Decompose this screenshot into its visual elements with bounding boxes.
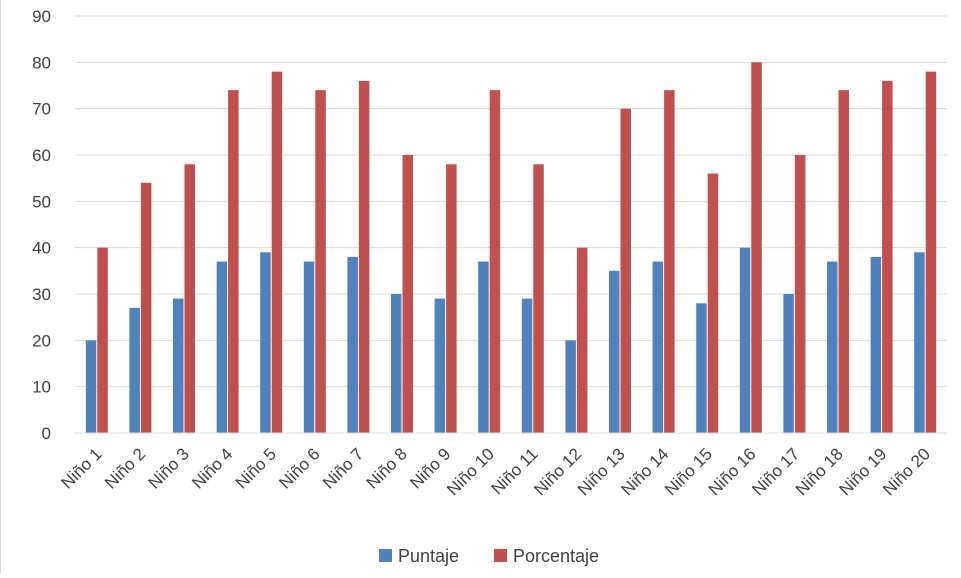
bar-puntaje-14: [652, 261, 664, 433]
bar-porcentaje-7: [358, 80, 370, 433]
x-tick-label: Niño 5: [232, 444, 280, 492]
x-tick-label: Niño 10: [443, 444, 498, 499]
x-tick-label: Niño 12: [530, 444, 585, 499]
bar-puntaje-12: [565, 340, 576, 433]
bar-porcentaje-12: [576, 247, 588, 433]
x-tick-label: Niño 2: [101, 444, 149, 492]
x-tick-label: Niño 4: [188, 444, 236, 492]
bar-puntaje-6: [303, 261, 315, 433]
y-tick-label: 90: [32, 7, 51, 26]
x-tick-label: Niño 17: [748, 444, 803, 499]
bar-puntaje-2: [129, 307, 140, 433]
legend-swatch-puntaje: [379, 549, 392, 562]
bar-porcentaje-14: [664, 90, 675, 433]
y-tick-label: 80: [32, 53, 51, 72]
x-tick-label: Niño 7: [319, 444, 367, 492]
x-tick-label: Niño 15: [661, 444, 716, 499]
gridlines: [75, 15, 947, 388]
bar-porcentaje-8: [402, 155, 413, 433]
y-tick-label: 60: [32, 146, 51, 165]
bar-puntaje-18: [827, 261, 838, 433]
y-tick-label: 20: [32, 331, 51, 350]
legend-label-porcentaje: Porcentaje: [513, 546, 599, 566]
y-tick-label: 40: [32, 239, 51, 258]
bar-porcentaje-16: [751, 62, 762, 433]
bar-porcentaje-10: [489, 90, 501, 433]
bar-porcentaje-19: [882, 80, 893, 433]
bar-puntaje-16: [739, 247, 751, 433]
y-tick-label: 30: [32, 285, 51, 304]
bar-porcentaje-15: [707, 173, 719, 434]
y-tick-label: 70: [32, 100, 51, 119]
legend-swatch-porcentaje: [494, 549, 507, 562]
bars: [85, 62, 937, 434]
bar-porcentaje-4: [228, 90, 239, 433]
y-tick-label: 0: [42, 424, 51, 443]
bar-porcentaje-13: [620, 108, 631, 434]
bar-puntaje-17: [783, 294, 794, 433]
x-tick-label: Niño 1: [57, 444, 105, 492]
bar-puntaje-7: [347, 256, 358, 433]
x-tick-label: Niño 3: [145, 444, 193, 492]
x-tick-label: Niño 19: [836, 444, 891, 499]
bar-puntaje-8: [391, 294, 402, 433]
bar-porcentaje-20: [925, 71, 937, 433]
bar-puntaje-9: [434, 298, 446, 433]
bar-puntaje-10: [478, 261, 489, 433]
bar-puntaje-19: [870, 256, 882, 433]
legend: Puntaje Porcentaje: [379, 546, 599, 566]
x-tick-label: Niño 18: [792, 444, 847, 499]
bar-puntaje-20: [914, 252, 925, 433]
bar-porcentaje-11: [533, 164, 544, 433]
x-tick-label: Niño 6: [275, 444, 323, 492]
bar-porcentaje-9: [446, 164, 457, 433]
bar-puntaje-11: [521, 298, 533, 433]
x-tick-label: Niño 13: [574, 444, 629, 499]
bar-puntaje-13: [609, 270, 620, 433]
legend-label-puntaje: Puntaje: [398, 546, 459, 566]
bar-puntaje-4: [216, 261, 228, 433]
x-tick-label: Niño 8: [363, 444, 411, 492]
x-tick-label: Niño 16: [705, 444, 760, 499]
bar-puntaje-5: [260, 252, 271, 433]
bar-puntaje-1: [85, 340, 97, 433]
x-tick-label: Niño 14: [618, 444, 673, 499]
bar-porcentaje-3: [184, 164, 195, 433]
bar-porcentaje-17: [794, 155, 806, 433]
bar-porcentaje-2: [140, 182, 152, 433]
bar-puntaje-15: [696, 303, 707, 433]
y-tick-label: 10: [32, 378, 51, 397]
bar-puntaje-3: [173, 298, 184, 433]
bar-porcentaje-6: [315, 90, 326, 433]
bar-porcentaje-18: [838, 90, 849, 433]
y-tick-label: 50: [32, 192, 51, 211]
bar-porcentaje-5: [271, 71, 283, 433]
bar-porcentaje-1: [97, 247, 108, 433]
x-tick-label: Niño 20: [879, 444, 934, 499]
